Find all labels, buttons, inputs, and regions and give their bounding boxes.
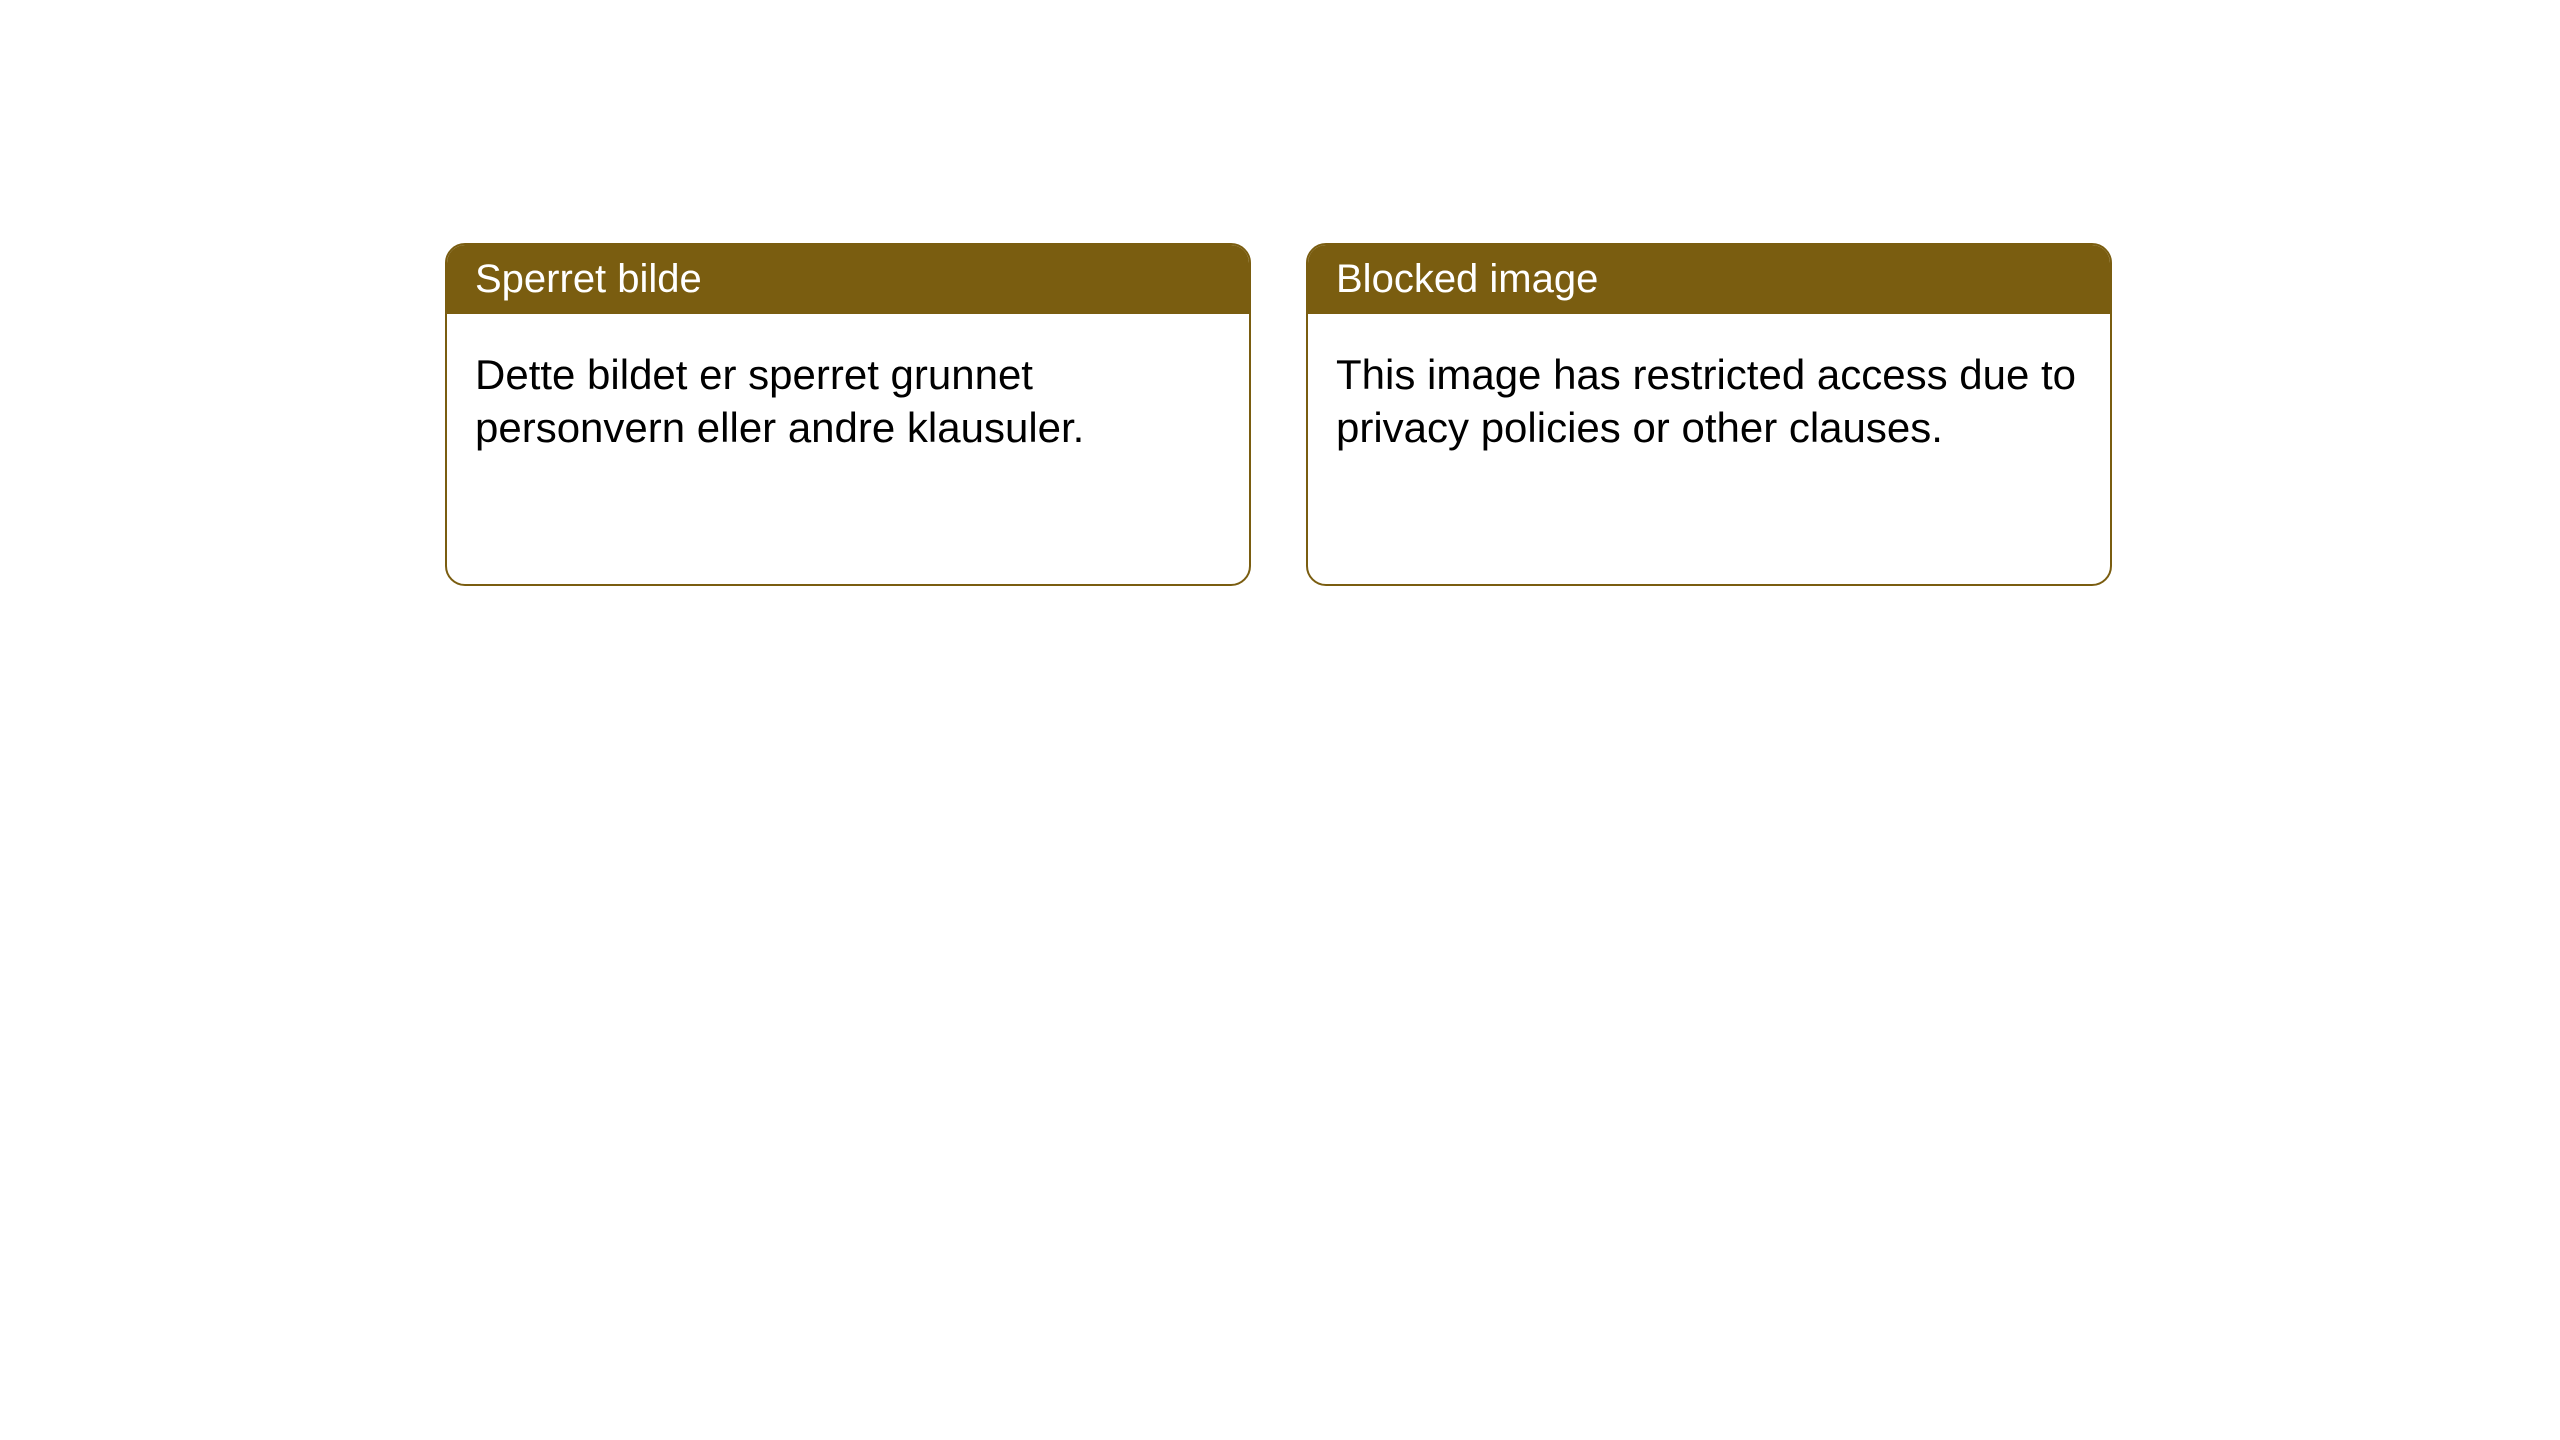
card-title: Sperret bilde — [447, 245, 1249, 314]
card-message: This image has restricted access due to … — [1308, 314, 2110, 584]
notice-card-norwegian: Sperret bilde Dette bildet er sperret gr… — [445, 243, 1251, 586]
card-message: Dette bildet er sperret grunnet personve… — [447, 314, 1249, 584]
notice-card-english: Blocked image This image has restricted … — [1306, 243, 2112, 586]
card-title: Blocked image — [1308, 245, 2110, 314]
notice-cards-container: Sperret bilde Dette bildet er sperret gr… — [445, 243, 2112, 586]
